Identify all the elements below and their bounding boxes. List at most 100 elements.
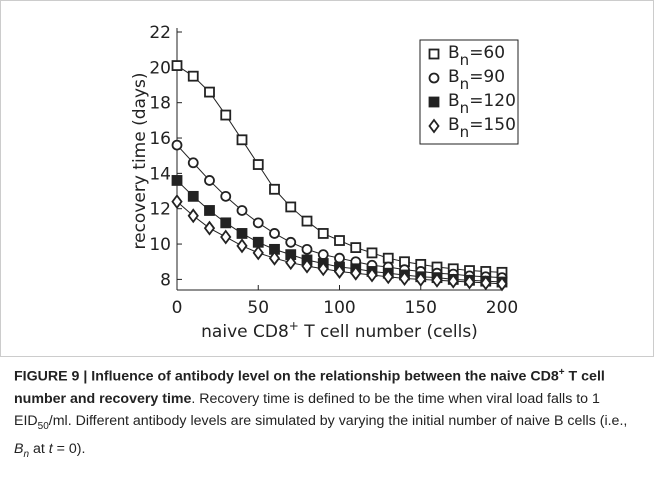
caption: FIGURE 9 | Influence of antibody level o… [14, 362, 640, 465]
marker [382, 269, 394, 285]
legend-label: Bn=60 [448, 43, 505, 69]
caption-text: t [48, 440, 53, 457]
marker [204, 86, 215, 98]
legend-label-part: =90 [469, 67, 505, 87]
marker [317, 228, 329, 239]
marker [333, 263, 346, 279]
marker [236, 205, 248, 216]
marker [366, 267, 378, 283]
x-tick-label: 200 [486, 298, 518, 318]
legend-label-part: n [460, 75, 470, 93]
caption-text: B [14, 440, 24, 457]
legend-label: Bn=90 [448, 67, 505, 93]
x-label-part: + [289, 319, 299, 333]
marker [285, 236, 297, 248]
caption-text: T cell number and recovery time [14, 368, 605, 407]
legend-label-part: n [460, 123, 470, 141]
marker [350, 242, 362, 253]
x-tick-label: 0 [172, 298, 183, 318]
marker [334, 235, 345, 246]
marker [220, 109, 232, 121]
marker [252, 217, 264, 229]
marker [187, 208, 199, 224]
caption-text: at [29, 440, 49, 457]
marker [415, 271, 427, 287]
figure-frame [0, 0, 654, 357]
x-label-part: naive CD8 [201, 322, 289, 342]
marker [350, 265, 362, 281]
legend-label-part: n [460, 51, 470, 69]
marker [285, 201, 297, 213]
legend-marker [428, 72, 440, 84]
marker [447, 273, 459, 289]
marker [431, 272, 443, 288]
marker [187, 190, 199, 202]
marker [301, 243, 313, 255]
marker [236, 228, 248, 239]
legend-label-part: =150 [469, 115, 516, 135]
legend-label-part: B [448, 43, 460, 63]
marker [203, 220, 216, 236]
y-tick-label: 16 [149, 129, 171, 149]
caption-text: . Recovery time is defined to be the tim… [14, 390, 600, 429]
marker [480, 275, 492, 291]
marker [171, 194, 183, 210]
legend-marker [428, 48, 440, 60]
marker [366, 247, 378, 259]
marker [398, 271, 411, 287]
marker [252, 159, 264, 170]
marker [268, 250, 281, 266]
marker [220, 217, 232, 229]
marker [187, 157, 199, 169]
marker [220, 190, 232, 202]
marker [317, 261, 329, 277]
legend-marker [428, 96, 440, 108]
marker [204, 205, 215, 216]
legend-label-part: B [448, 91, 460, 111]
marker [204, 175, 215, 186]
y-tick-label: 8 [160, 270, 171, 290]
y-tick-label: 20 [149, 58, 171, 78]
marker [463, 274, 476, 290]
legend-label-part: n [460, 99, 470, 117]
legend-label-part: =120 [469, 91, 516, 111]
legend-label-part: B [448, 115, 460, 135]
legend-label: Bn=120 [448, 91, 516, 117]
y-tick-label: 22 [149, 23, 171, 43]
x-tick-label: 100 [323, 298, 355, 318]
y-tick-label: 12 [149, 200, 171, 220]
caption-text: /ml. Different antibody levels are simul… [48, 412, 628, 429]
marker [171, 175, 183, 186]
marker [382, 252, 394, 264]
legend-label-part: B [448, 67, 460, 87]
legend-label: Bn=150 [448, 115, 516, 141]
y-tick-label: 14 [149, 164, 171, 184]
y-tick-label: 18 [149, 94, 171, 114]
figure: 8 10 12 14 16 18 20 22 0 50 100 150 200 naive CD8+ T … [0, 0, 654, 357]
x-tick-label: 50 [247, 298, 269, 318]
marker [252, 245, 264, 261]
marker [187, 70, 199, 82]
marker [220, 229, 232, 245]
marker [269, 228, 280, 239]
y-axis-label: recovery time (days) [130, 73, 150, 250]
legend-marker [428, 118, 440, 134]
marker [496, 276, 508, 292]
x-tick-label: 150 [405, 298, 437, 318]
legend-label-part: =60 [469, 43, 505, 63]
marker [334, 252, 345, 264]
marker [269, 183, 280, 195]
x-label-part: T cell number (cells) [299, 322, 478, 342]
marker [236, 238, 248, 254]
marker [171, 139, 183, 151]
marker [301, 258, 313, 274]
marker [317, 249, 329, 261]
caption-text: + [558, 367, 565, 378]
marker [285, 255, 297, 271]
marker [301, 215, 313, 227]
caption-text: FIGURE 9 | Influence of antibody level o… [14, 368, 559, 385]
marker [236, 134, 248, 146]
caption-text: 50 [37, 420, 49, 432]
